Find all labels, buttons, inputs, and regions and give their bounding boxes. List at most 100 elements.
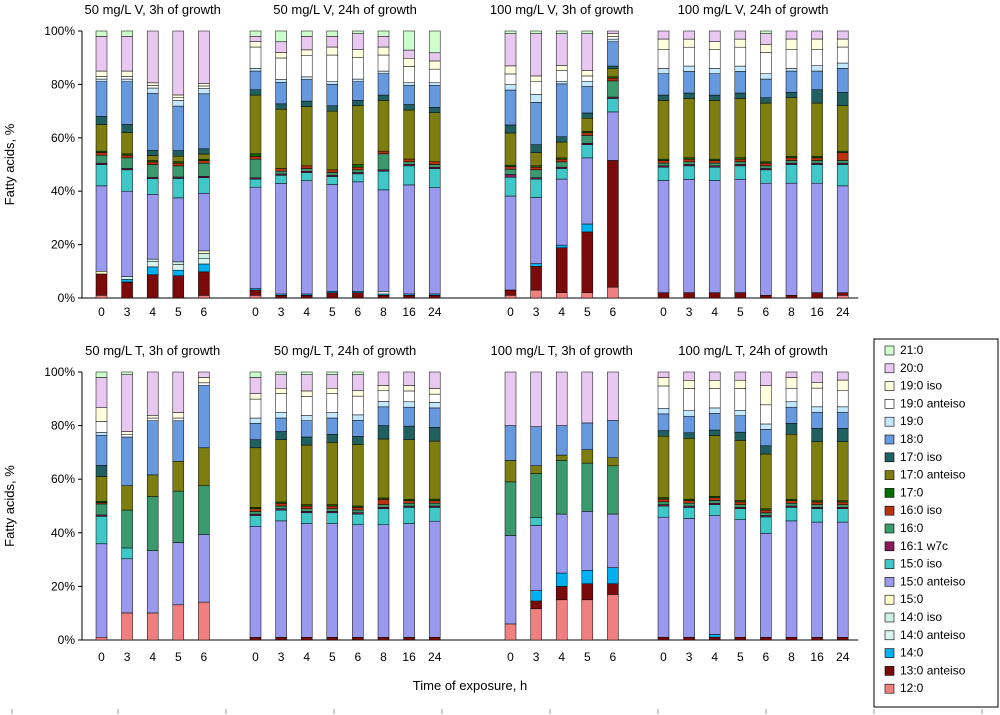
stacked-bar (326, 371, 339, 641)
bar-segment (198, 601, 210, 641)
bar-segment (607, 567, 619, 584)
bar-segment (428, 107, 441, 113)
bar-segment (275, 57, 287, 80)
bar-segment (785, 97, 798, 157)
bar-segment (760, 162, 772, 167)
bar-segment (249, 41, 262, 48)
bar-segment (760, 33, 772, 45)
stacked-bar (734, 371, 747, 641)
bar-segment (275, 175, 287, 184)
bar-segment (708, 162, 721, 167)
bar-segment (607, 286, 619, 299)
bar-segment (352, 414, 364, 421)
legend-item: 14:0 anteiso (884, 628, 966, 642)
bar-segment (428, 161, 441, 165)
panel-title: 50 mg/L V, 3h of growth (85, 2, 221, 17)
bar-segment (504, 89, 517, 126)
bar-segment (300, 79, 313, 102)
bar-segment (428, 82, 441, 86)
x-tick-label: 16 (402, 650, 416, 664)
x-tick-label: 0 (507, 305, 514, 319)
bar-segment (504, 168, 517, 175)
bar-segment (657, 636, 670, 641)
bar-segment (836, 62, 849, 69)
x-tick-label: 5 (329, 305, 336, 319)
bar-segment (683, 30, 695, 40)
bar-segment (555, 178, 568, 246)
panel: 50 mg/L T, 3h of growth 0 3 4 5 6 (85, 343, 220, 664)
bar-segment (275, 295, 287, 299)
bar-segment (300, 508, 313, 512)
bar-segment (504, 33, 517, 67)
legend-swatch (884, 363, 895, 374)
bar-segment (811, 441, 823, 501)
bar-segment (785, 520, 798, 638)
bar-segment (555, 80, 568, 85)
bar-segment (607, 68, 619, 78)
bar-segment (811, 508, 823, 523)
bar-segment (785, 157, 798, 161)
bar-segment (198, 258, 210, 265)
bar-segment (760, 165, 772, 169)
x-tick-label: 3 (278, 305, 285, 319)
bar-segment (504, 124, 517, 134)
bar-segment (836, 152, 849, 161)
legend-label: 19:0 iso (900, 379, 942, 393)
x-tick-label: 24 (836, 650, 850, 664)
bar-segment (607, 594, 619, 641)
bar-segment (734, 415, 747, 433)
bar-segment (530, 473, 542, 518)
bar-segment (683, 179, 695, 293)
stacked-bar (275, 371, 287, 641)
bar-segment (836, 185, 849, 293)
bar-segment (198, 193, 210, 252)
bar-segment (683, 161, 695, 165)
bar-segment (555, 33, 568, 66)
bar-segment (275, 79, 287, 83)
stacked-bar (581, 371, 594, 641)
bar-segment (198, 85, 210, 89)
legend-swatch (884, 452, 895, 463)
bar-segment (760, 78, 772, 98)
bar-segment (836, 441, 849, 501)
bar-segment (760, 295, 772, 299)
bar-segment (607, 465, 619, 515)
bar-segment (198, 485, 210, 535)
bar-segment (326, 36, 339, 48)
bar-segment (734, 158, 747, 163)
y-tick-label: 100% (44, 365, 75, 379)
x-tick-label: 4 (149, 305, 156, 319)
bar-segment (326, 523, 339, 638)
bar-segment (275, 503, 287, 507)
bar-segment (760, 169, 772, 184)
panel: 100 mg/L V, 24h of growth 0 3 4 5 6 8 16 24 (657, 2, 850, 319)
bar-segment (352, 374, 364, 392)
bar-segment (683, 636, 695, 641)
bar-segment (146, 30, 159, 84)
y-tick-label: 80% (51, 77, 75, 91)
bar-segment (326, 442, 339, 505)
x-tick-label: 6 (201, 650, 208, 664)
stacked-bar (198, 371, 210, 641)
bar-segment (530, 80, 542, 95)
bar-segment (249, 447, 262, 508)
bar-segment (530, 144, 542, 153)
y-tick-label: 100% (44, 24, 75, 38)
bar-segment (146, 612, 159, 641)
legend-item: 14:0 (884, 646, 924, 660)
bar-segment (300, 168, 313, 172)
bar-segment (121, 81, 133, 125)
bar-segment (326, 393, 339, 413)
bar-segment (555, 65, 568, 71)
x-tick-label: 3 (686, 305, 693, 319)
x-tick-label: 16 (402, 305, 416, 319)
legend-swatch (884, 470, 895, 480)
bar-segment (555, 599, 568, 641)
bar-segment (249, 158, 262, 179)
bar-segment (95, 465, 108, 477)
bar-segment (300, 49, 313, 56)
bar-segment (121, 509, 133, 549)
stacked-bar (683, 371, 695, 641)
bar-segment (95, 78, 108, 82)
